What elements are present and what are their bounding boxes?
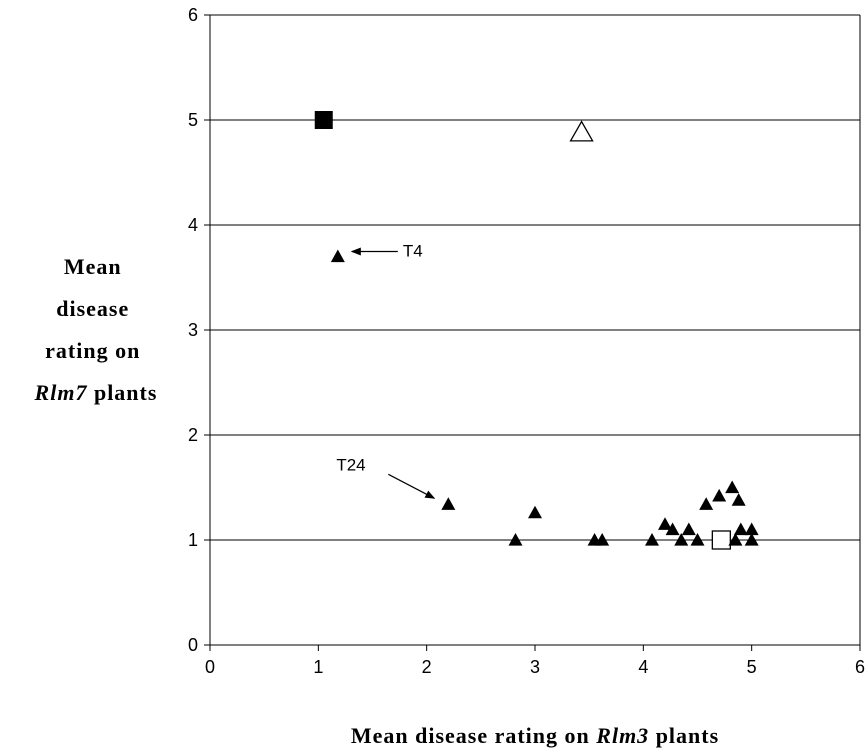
data-point-filled-triangle-0 [330, 249, 345, 263]
x-tick-label-4: 4 [638, 657, 648, 677]
data-point-filled-triangle-5 [595, 533, 610, 546]
data-point-filled-triangle-12 [699, 497, 714, 510]
data-points [314, 111, 759, 550]
y-tick-label-3: 3 [188, 320, 198, 340]
data-point-open-square-0 [711, 530, 731, 550]
annotation-arrow-T24 [388, 473, 436, 499]
x-tick-label-3: 3 [530, 657, 540, 677]
y-tick-label-5: 5 [188, 110, 198, 130]
y-tick-label-2: 2 [188, 425, 198, 445]
data-point-filled-triangle-13 [712, 488, 727, 502]
x-tick-label-5: 5 [747, 657, 757, 677]
y-tick-label-4: 4 [188, 215, 198, 235]
x-tick-label-2: 2 [422, 657, 432, 677]
annotation-label-T4: T4 [403, 242, 423, 261]
y-tick-label-0: 0 [188, 635, 198, 655]
data-point-filled-square-0 [314, 111, 333, 129]
data-point-filled-triangle-6 [645, 533, 659, 546]
data-point-filled-triangle-9 [674, 533, 689, 546]
axes [204, 14, 861, 651]
annotations: T4 T24 [336, 242, 436, 499]
data-point-filled-triangle-2 [508, 533, 523, 546]
data-point-filled-triangle-15 [731, 493, 746, 506]
data-point-filled-triangle-3 [528, 505, 542, 519]
x-tick-label-0: 0 [205, 657, 215, 677]
data-point-filled-triangle-11 [690, 533, 705, 546]
annotation-label-T24: T24 [336, 455, 365, 474]
data-point-open-triangle-0 [569, 120, 594, 142]
y-tick-label-1: 1 [188, 530, 198, 550]
x-tick-label-1: 1 [313, 657, 323, 677]
y-tick-label-6: 6 [188, 5, 198, 25]
data-point-filled-triangle-14 [725, 480, 740, 494]
x-axis-title: Mean disease rating on Rlm3 plants [351, 723, 719, 748]
y-tick-labels: 0 1 2 3 4 5 6 [188, 5, 198, 655]
gridlines [210, 14, 860, 541]
data-point-filled-triangle-17 [733, 522, 748, 536]
data-point-filled-triangle-18 [744, 522, 759, 536]
data-point-filled-triangle-1 [441, 497, 456, 510]
data-point-filled-triangle-16 [728, 533, 743, 546]
y-axis-title: Mean disease rating on Rlm7 plants [34, 254, 158, 405]
data-point-filled-triangle-10 [681, 522, 696, 536]
data-point-filled-triangle-19 [744, 533, 759, 546]
x-tick-labels: 0 1 2 3 4 5 6 [205, 657, 865, 677]
x-tick-label-6: 6 [855, 657, 865, 677]
data-point-filled-triangle-8 [665, 522, 680, 536]
data-point-filled-triangle-7 [658, 517, 672, 530]
